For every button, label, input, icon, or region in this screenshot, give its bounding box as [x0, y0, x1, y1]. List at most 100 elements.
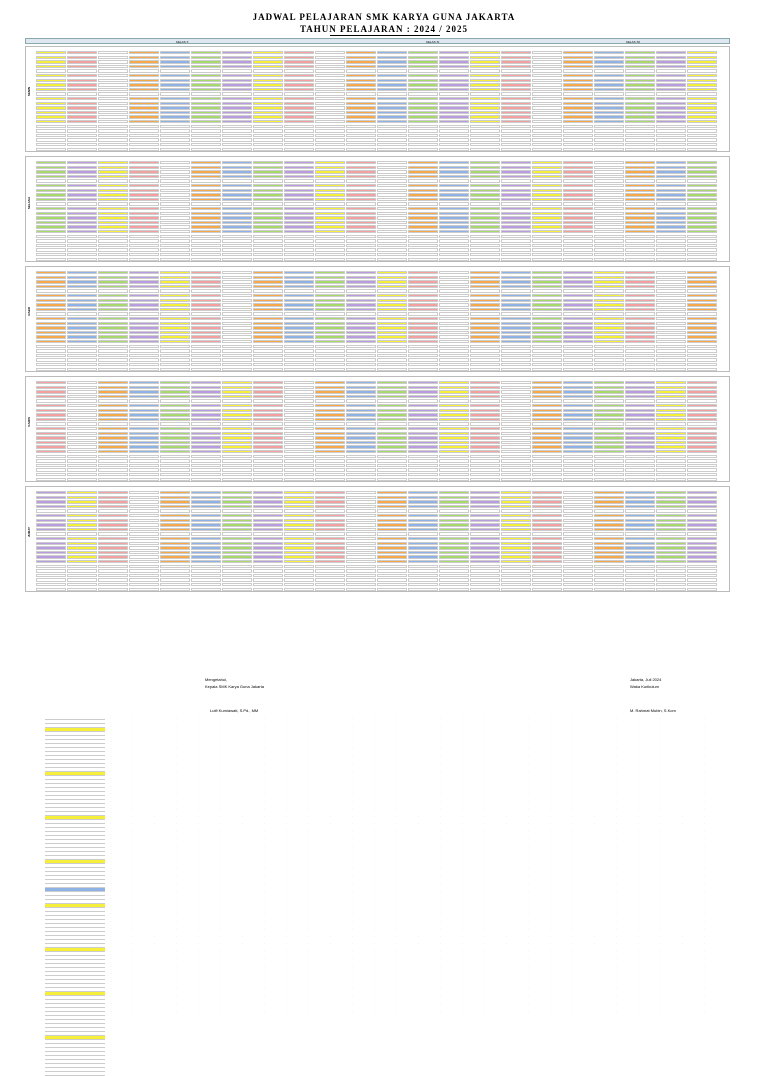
schedule-cell — [253, 51, 283, 55]
schedule-cell — [625, 115, 655, 119]
dot-mark: · — [660, 860, 661, 863]
teacher-list-row — [45, 1012, 105, 1016]
dot-mark: · — [308, 800, 309, 803]
dot-mark: · — [528, 973, 529, 975]
teacher-list-row — [45, 732, 105, 736]
schedule-cell — [377, 110, 407, 115]
schedule-cell — [408, 161, 438, 165]
dot-mark: · — [396, 988, 397, 990]
dot-mark: · — [264, 725, 265, 728]
schedule-cell — [36, 532, 66, 536]
schedule-cell — [563, 587, 593, 591]
dot-mark: · — [660, 943, 661, 945]
dot-mark: · — [616, 838, 617, 840]
schedule-cell — [284, 367, 314, 371]
schedule-cell — [532, 381, 562, 385]
schedule-cell — [36, 106, 66, 110]
schedule-cell — [67, 230, 97, 234]
schedule-cell — [36, 243, 66, 248]
schedule-cell — [563, 537, 593, 541]
schedule-cell — [191, 289, 221, 293]
dot-mark: · — [110, 845, 111, 848]
schedule-cell — [67, 555, 97, 559]
dot-mark: · — [704, 1010, 705, 1013]
schedule-cell — [253, 271, 283, 275]
dot-mark: · — [242, 883, 243, 885]
dot-mark: · — [484, 958, 485, 960]
dot-mark: · — [572, 860, 573, 863]
schedule-cell — [501, 569, 531, 573]
curriculum-role: Waka Kurikulum — [630, 684, 659, 689]
schedule-cell — [160, 450, 190, 454]
teacher-list-row — [45, 1072, 105, 1076]
schedule-cell — [160, 184, 190, 188]
schedule-cell — [625, 179, 655, 183]
schedule-cell — [408, 307, 438, 312]
dot-mark: · — [220, 965, 221, 968]
dot-mark: · — [220, 733, 221, 735]
dot-mark: · — [550, 808, 551, 810]
schedule-cell — [656, 358, 686, 362]
schedule-cell — [129, 390, 159, 394]
schedule-cell — [656, 587, 686, 591]
schedule-cell — [408, 124, 438, 128]
schedule-cell — [594, 307, 624, 312]
dot-mark: · — [616, 905, 617, 908]
teacher-list-row — [45, 788, 105, 792]
schedule-cell — [36, 280, 66, 284]
schedule-cell — [98, 477, 128, 481]
schedule-cell — [656, 197, 686, 202]
schedule-cell — [439, 583, 469, 587]
dot-mark: · — [176, 815, 177, 818]
schedule-cell — [160, 230, 190, 234]
teacher-list-row — [45, 892, 105, 896]
schedule-cell — [439, 55, 469, 59]
kelas-xi-label: KELAS XI — [426, 40, 440, 44]
schedule-cell — [377, 491, 407, 495]
schedule-cell — [656, 527, 686, 532]
teacher-list-row — [45, 828, 105, 832]
dot-mark: · — [308, 808, 309, 810]
dot-mark: · — [506, 920, 507, 923]
schedule-cell — [656, 353, 686, 358]
schedule-cell — [253, 193, 283, 197]
schedule-cell — [594, 527, 624, 532]
dot-mark: · — [286, 973, 287, 975]
dot-mark: · — [440, 1010, 441, 1013]
schedule-cell — [563, 573, 593, 578]
schedule-cell — [408, 394, 438, 399]
dot-mark: · — [506, 928, 507, 930]
schedule-cell — [98, 174, 128, 179]
schedule-cell — [222, 560, 252, 564]
schedule-cell — [253, 587, 283, 591]
schedule-cell — [377, 427, 407, 431]
dot-mark: · — [396, 875, 397, 878]
schedule-cell — [315, 161, 345, 165]
dot-mark: · — [374, 845, 375, 848]
dot-mark: · — [352, 883, 353, 885]
schedule-cell — [253, 120, 283, 124]
schedule-cell — [315, 560, 345, 564]
dot-mark: · — [176, 748, 177, 750]
schedule-cell — [346, 239, 376, 243]
schedule-cell — [656, 363, 686, 367]
schedule-cell — [191, 546, 221, 550]
schedule-cell — [625, 404, 655, 408]
dot-mark: · — [242, 740, 243, 743]
schedule-cell — [563, 294, 593, 298]
schedule-cell — [532, 514, 562, 518]
schedule-cell — [594, 546, 624, 550]
schedule-cell — [532, 161, 562, 165]
schedule-cell — [129, 184, 159, 188]
schedule-cell — [222, 124, 252, 128]
schedule-cell — [625, 514, 655, 518]
schedule-cell — [222, 64, 252, 69]
schedule-cell — [67, 358, 97, 362]
schedule-cell — [253, 64, 283, 69]
schedule-cell — [439, 294, 469, 298]
schedule-cell — [191, 450, 221, 454]
schedule-cell — [129, 560, 159, 564]
schedule-cell — [532, 422, 562, 426]
schedule-cell — [656, 124, 686, 128]
schedule-cell — [346, 569, 376, 573]
